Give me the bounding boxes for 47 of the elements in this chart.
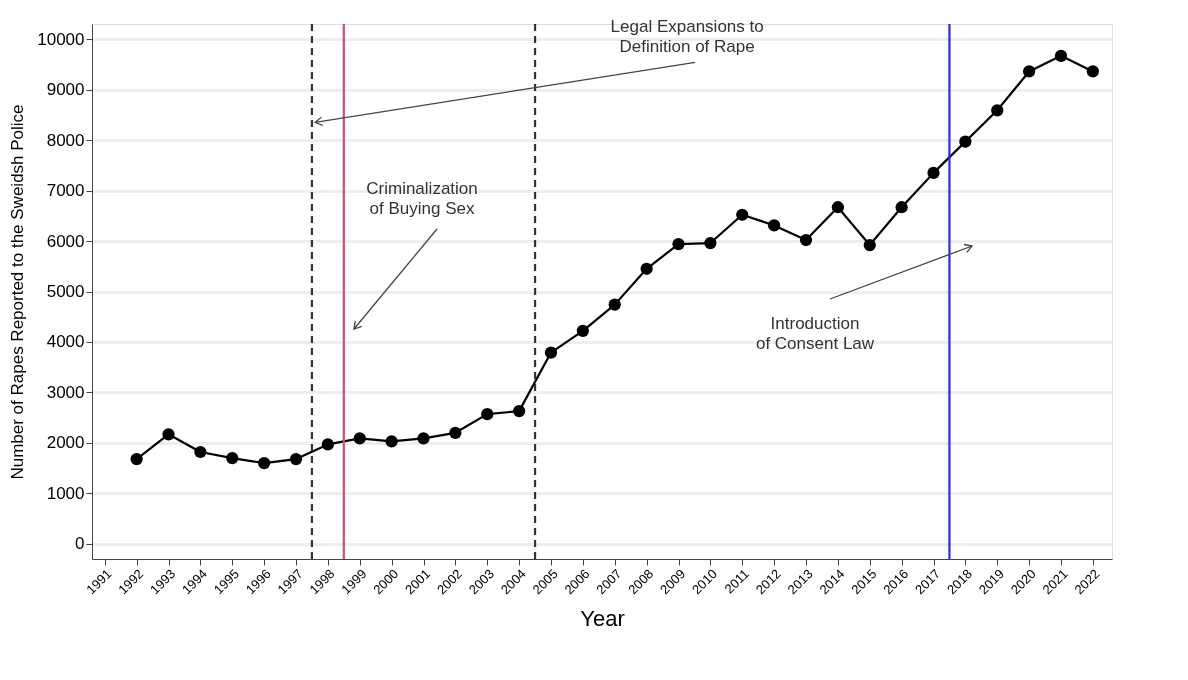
point — [226, 451, 239, 465]
point — [130, 452, 143, 466]
point — [831, 201, 844, 214]
point — [768, 219, 781, 232]
point — [162, 428, 175, 441]
annotation: Legal Expansions to Definition of Rape — [610, 17, 764, 57]
y-tick-label: 10000 — [37, 29, 85, 49]
point — [513, 405, 526, 418]
point — [704, 236, 717, 250]
point — [927, 166, 940, 179]
point — [258, 456, 271, 470]
point — [321, 438, 334, 451]
y-tick-label: 3000 — [46, 382, 85, 402]
y-tick-label: 6000 — [46, 231, 85, 251]
point — [544, 346, 558, 359]
point — [1054, 49, 1068, 62]
y-axis-title: Number of Rapes Reported to the Sweidsh Police — [8, 104, 28, 480]
point — [959, 135, 972, 148]
annotation: Introduction of Consent Law — [755, 314, 875, 353]
y-tick-label: 7000 — [46, 181, 85, 201]
point — [863, 238, 876, 252]
point — [799, 233, 813, 247]
point — [672, 237, 685, 251]
point — [449, 426, 462, 439]
point — [640, 262, 653, 275]
point — [576, 324, 589, 337]
annotation: Criminalization of Buying Sex — [366, 179, 478, 218]
point — [608, 298, 621, 311]
y-tick-label: 9000 — [46, 80, 85, 100]
y-tick-label: 1000 — [46, 483, 85, 503]
point — [991, 104, 1004, 117]
point — [194, 445, 207, 459]
point — [385, 435, 398, 448]
point — [1086, 65, 1099, 78]
y-tick-label: 4000 — [46, 332, 85, 352]
point — [481, 408, 494, 421]
y-tick-label: 5000 — [46, 282, 85, 301]
point — [353, 432, 366, 445]
point — [1023, 65, 1036, 78]
y-tick-label: 0 — [75, 534, 85, 554]
point — [417, 432, 430, 445]
point — [895, 201, 908, 214]
x-axis-title: Year — [580, 606, 625, 632]
y-tick-label: 8000 — [46, 130, 85, 150]
point — [289, 452, 303, 466]
y-tick-label: 2000 — [46, 433, 85, 453]
point — [736, 208, 749, 221]
